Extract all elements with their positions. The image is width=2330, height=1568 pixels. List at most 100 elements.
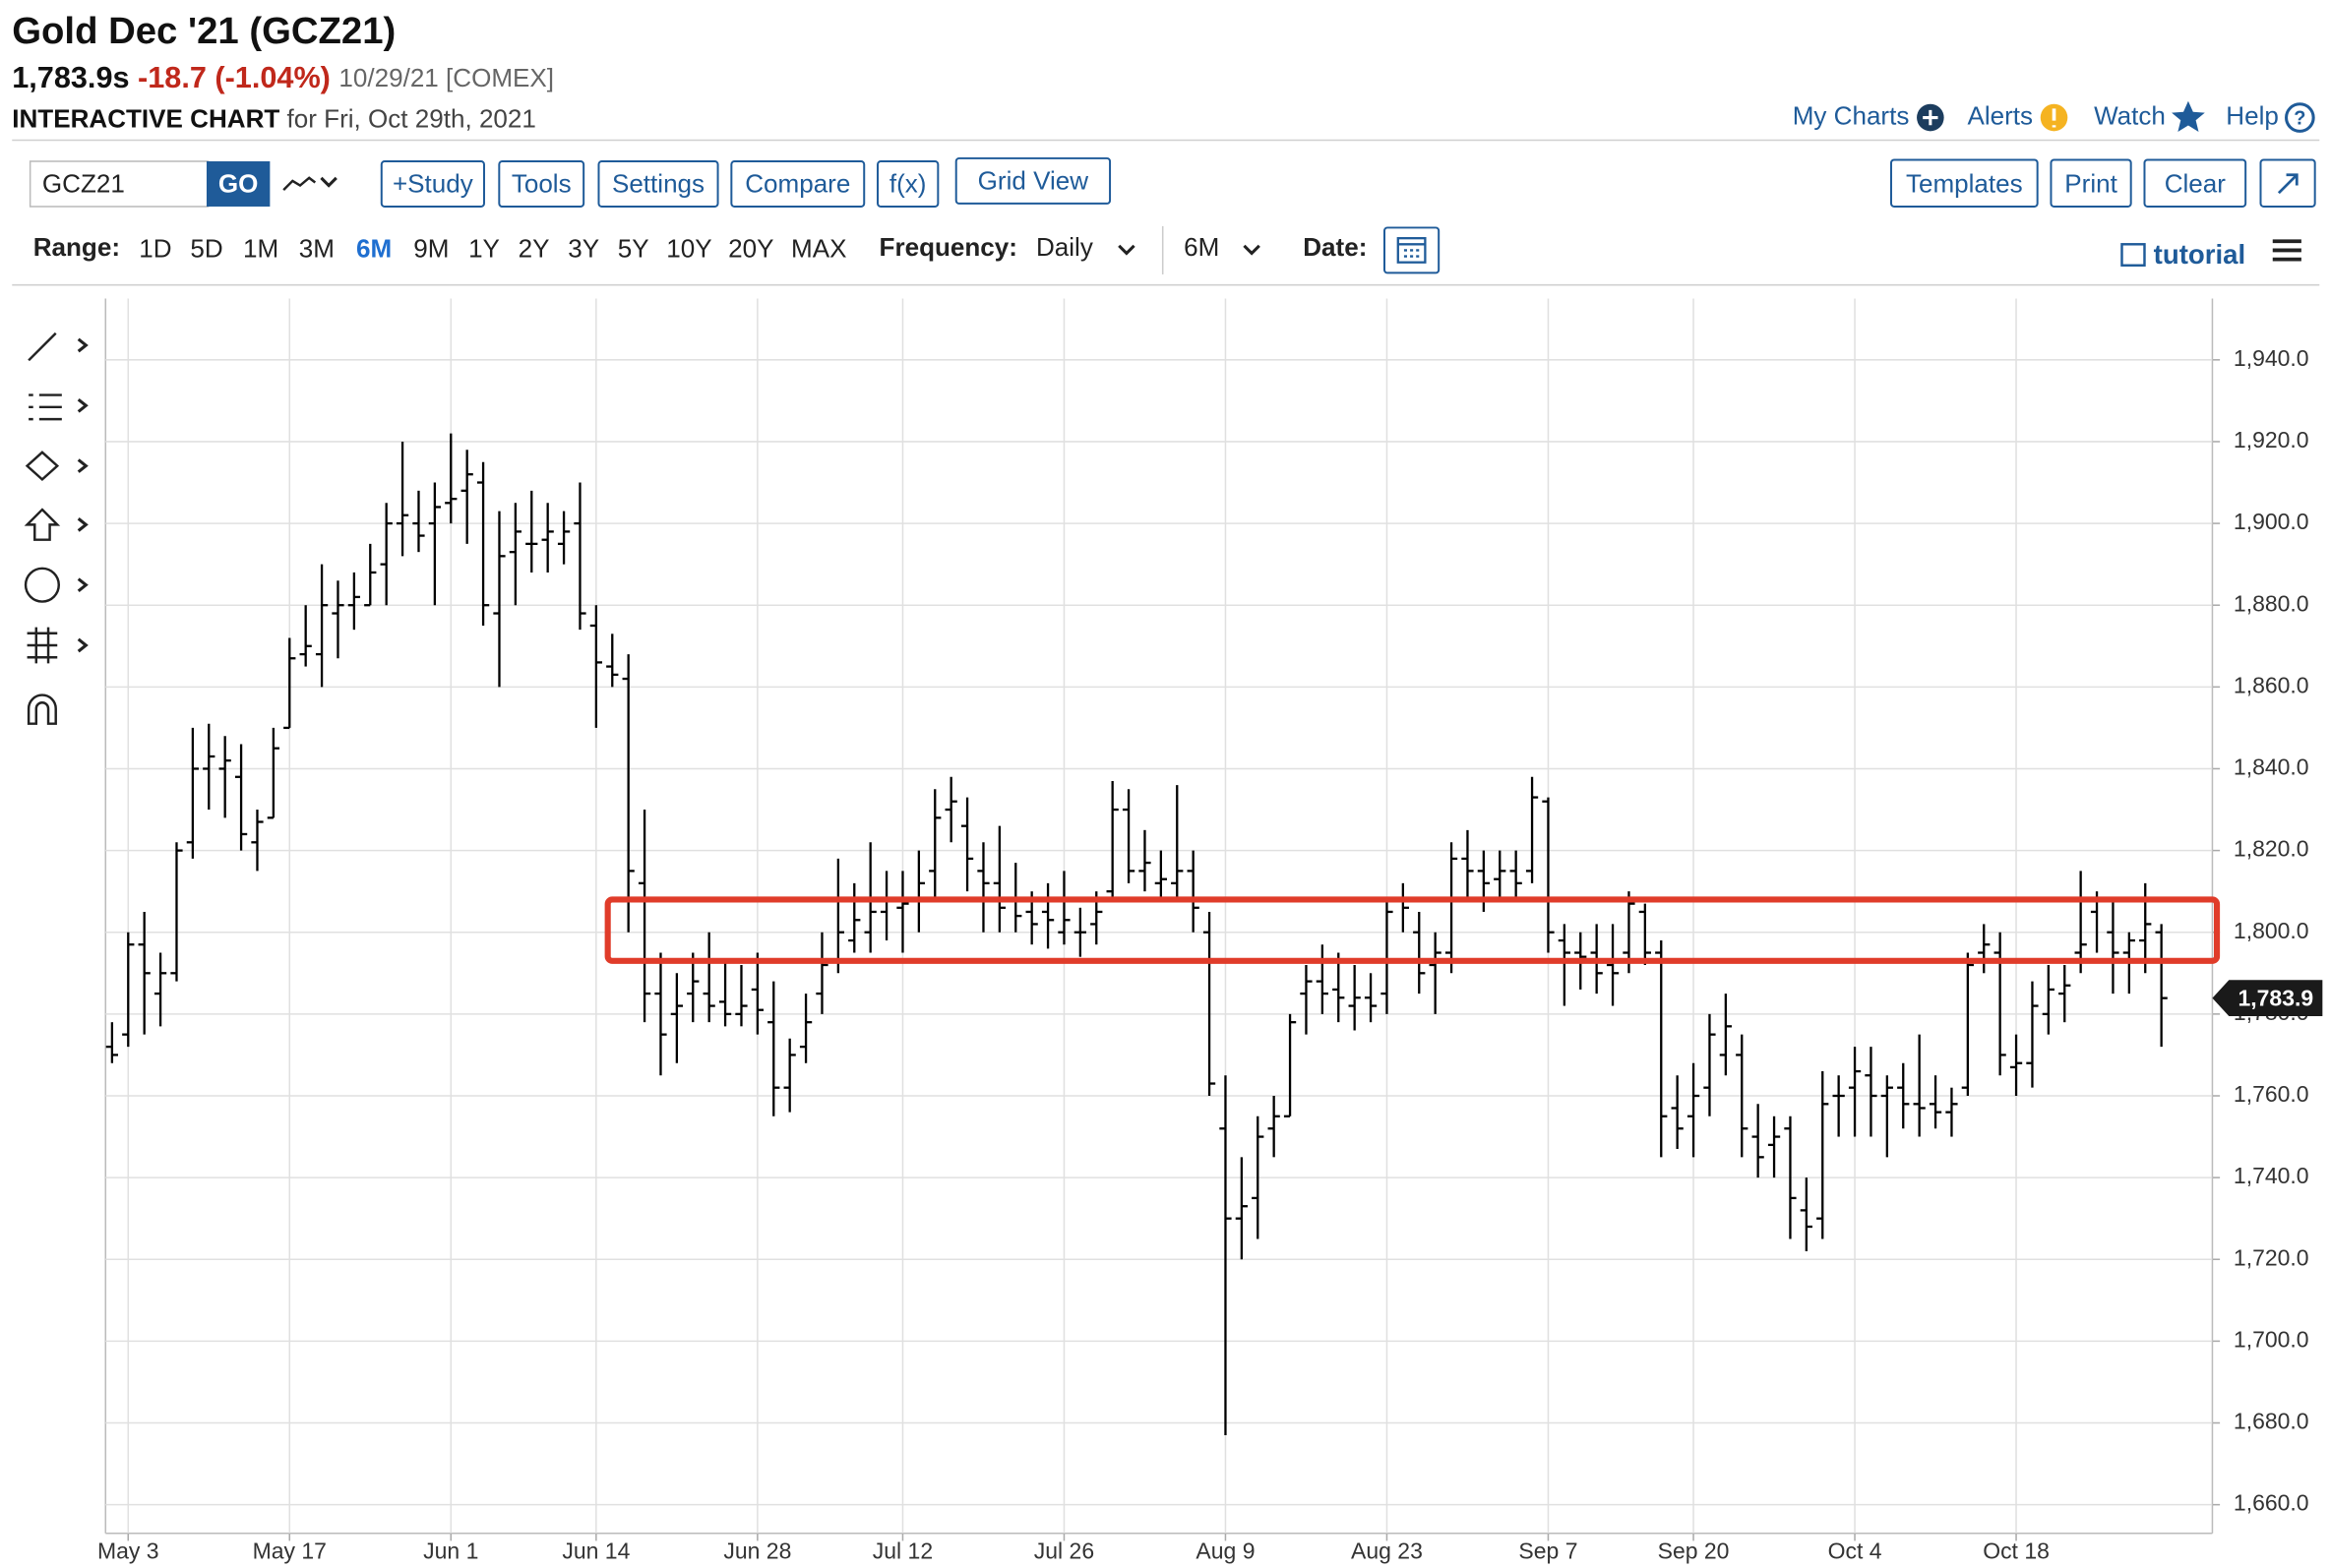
toolbar-button[interactable] — [498, 160, 585, 208]
drawing-tools — [24, 332, 89, 725]
watch-link[interactable]: Watch — [2094, 100, 2166, 130]
symbol-input[interactable] — [29, 160, 210, 208]
x-tick-label: Sep 20 — [1658, 1538, 1730, 1564]
help-link[interactable]: Help — [2226, 100, 2279, 130]
star-icon[interactable] — [2172, 100, 2205, 132]
y-tick-label: 1,840.0 — [2234, 754, 2309, 780]
y-tick-label: 1,700.0 — [2234, 1326, 2309, 1352]
tool-line[interactable] — [28, 332, 57, 362]
y-tick-label: 1,800.0 — [2234, 918, 2309, 943]
x-tick-label: Oct 18 — [1983, 1538, 2050, 1564]
x-tick-label: May 17 — [253, 1538, 327, 1564]
y-tick-label: 1,740.0 — [2234, 1163, 2309, 1188]
tool-chevrons[interactable] — [77, 337, 89, 653]
help-icon[interactable] — [2285, 102, 2315, 133]
toolbar-button-label: Grid View — [978, 165, 1089, 195]
tutorial-link[interactable]: tutorial — [2154, 239, 2245, 270]
range-option[interactable]: 3M — [299, 233, 335, 263]
period-chevron[interactable] — [1243, 244, 1260, 256]
top-links: My Charts Alerts Watch Help ? — [1793, 100, 2315, 133]
chart-type-chevron[interactable] — [320, 176, 337, 188]
x-tick-label: Jun 1 — [423, 1538, 478, 1564]
toolbar-button[interactable] — [1889, 158, 2039, 208]
go-label: GO — [218, 168, 259, 198]
toolbar-button-label: Tools — [512, 168, 572, 198]
range-option[interactable]: 1D — [139, 233, 171, 263]
help-icon-glyph: ? — [2294, 107, 2305, 129]
range-option[interactable]: 6M — [356, 233, 392, 263]
x-tick-label: Sep 7 — [1518, 1538, 1577, 1564]
price-bars — [105, 433, 2168, 1435]
chart-date: for Fri, Oct 29th, 2021 — [287, 103, 536, 133]
toolbar-button[interactable] — [2050, 158, 2132, 208]
tutorial-icon[interactable] — [2120, 243, 2146, 267]
quote-date: 10/29/21 [COMEX] — [338, 63, 554, 92]
toolbar-button-label: +Study — [393, 168, 473, 198]
grid: 1,660.0 1,680.0 1,700.0 1,720.0 1,740.0 1,760… — [97, 298, 2309, 1564]
last-price-label: 1,783.9 — [2238, 985, 2313, 1010]
range-option[interactable]: 20Y — [728, 233, 773, 263]
x-tick-label: May 3 — [97, 1538, 159, 1564]
range-option[interactable]: 1M — [243, 233, 278, 263]
x-tick-label: Jul 12 — [873, 1538, 933, 1564]
quote-line: 1,783.9s -18.7 (-1.04%) 10/29/21 [COMEX] — [12, 61, 554, 94]
x-tick-label: Jul 26 — [1034, 1538, 1094, 1564]
tool-fib[interactable] — [29, 393, 62, 421]
y-tick-label: 1,720.0 — [2234, 1244, 2309, 1270]
range-option[interactable]: 3Y — [568, 233, 599, 263]
range-label: Range: — [33, 232, 120, 262]
range-option[interactable]: 5D — [190, 233, 222, 263]
plus-icon-glyph — [1923, 109, 1938, 126]
y-tick-label: 1,900.0 — [2234, 509, 2309, 534]
tool-measure[interactable] — [27, 627, 58, 664]
frequency-value[interactable]: Daily — [1036, 232, 1093, 262]
toolbar-button[interactable] — [597, 160, 719, 208]
range-option[interactable]: 9M — [413, 233, 449, 263]
chart-label: INTERACTIVE CHART — [12, 103, 279, 133]
chart-caption: INTERACTIVE CHART for Fri, Oct 29th, 202… — [12, 103, 536, 133]
toolbar-button[interactable] — [730, 160, 866, 208]
period-value[interactable]: 6M — [1184, 232, 1219, 262]
calendar-icon — [1396, 237, 1427, 264]
toolbar-button-label: Compare — [745, 168, 850, 198]
tool-arrow[interactable] — [24, 508, 61, 541]
page-title: Gold Dec '21 (GCZ21) — [12, 10, 396, 52]
chart-type-icon[interactable] — [282, 176, 317, 191]
symbol-value: GCZ21 — [42, 168, 125, 198]
toolbar-button[interactable] — [877, 160, 940, 208]
tool-shape[interactable] — [25, 451, 60, 482]
frequency-label: Frequency: — [880, 232, 1017, 262]
range-option[interactable]: 5Y — [618, 233, 649, 263]
toolbar-button[interactable] — [380, 160, 485, 208]
y-tick-label: 1,680.0 — [2234, 1409, 2309, 1434]
y-tick-label: 1,760.0 — [2234, 1081, 2309, 1107]
toolbar-button-label: Templates — [1906, 168, 2023, 198]
y-tick-label: 1,920.0 — [2234, 427, 2309, 452]
my-charts-link[interactable]: My Charts — [1793, 100, 1910, 130]
menu-icon[interactable] — [2272, 239, 2301, 262]
go-button[interactable] — [206, 161, 271, 207]
highlight-band — [604, 896, 2221, 964]
x-tick-label: Aug 23 — [1351, 1538, 1423, 1564]
y-tick-label: 1,940.0 — [2234, 345, 2309, 371]
toolbar-button-label: Settings — [612, 168, 705, 198]
range-option[interactable]: 10Y — [666, 233, 711, 263]
tool-count[interactable] — [24, 567, 61, 603]
toolbar-button[interactable] — [2143, 158, 2247, 208]
x-tick-label: Jun 14 — [562, 1538, 630, 1564]
last-price: 1,783.9s — [12, 61, 129, 94]
range-option[interactable]: 2Y — [519, 233, 550, 263]
frequency-chevron[interactable] — [1118, 244, 1135, 256]
toolbar-button[interactable] — [954, 156, 1112, 205]
x-tick-label: Oct 4 — [1828, 1538, 1882, 1564]
date-label: Date: — [1303, 232, 1367, 262]
y-tick-label: 1,880.0 — [2234, 590, 2309, 616]
range-option[interactable]: 1Y — [468, 233, 500, 263]
alerts-link[interactable]: Alerts — [1967, 100, 2033, 130]
y-tick-label: 1,820.0 — [2234, 836, 2309, 862]
tool-magnet[interactable] — [27, 694, 57, 725]
range-option[interactable]: MAX — [791, 233, 846, 263]
toolbar-button-label: Clear — [2165, 168, 2227, 198]
